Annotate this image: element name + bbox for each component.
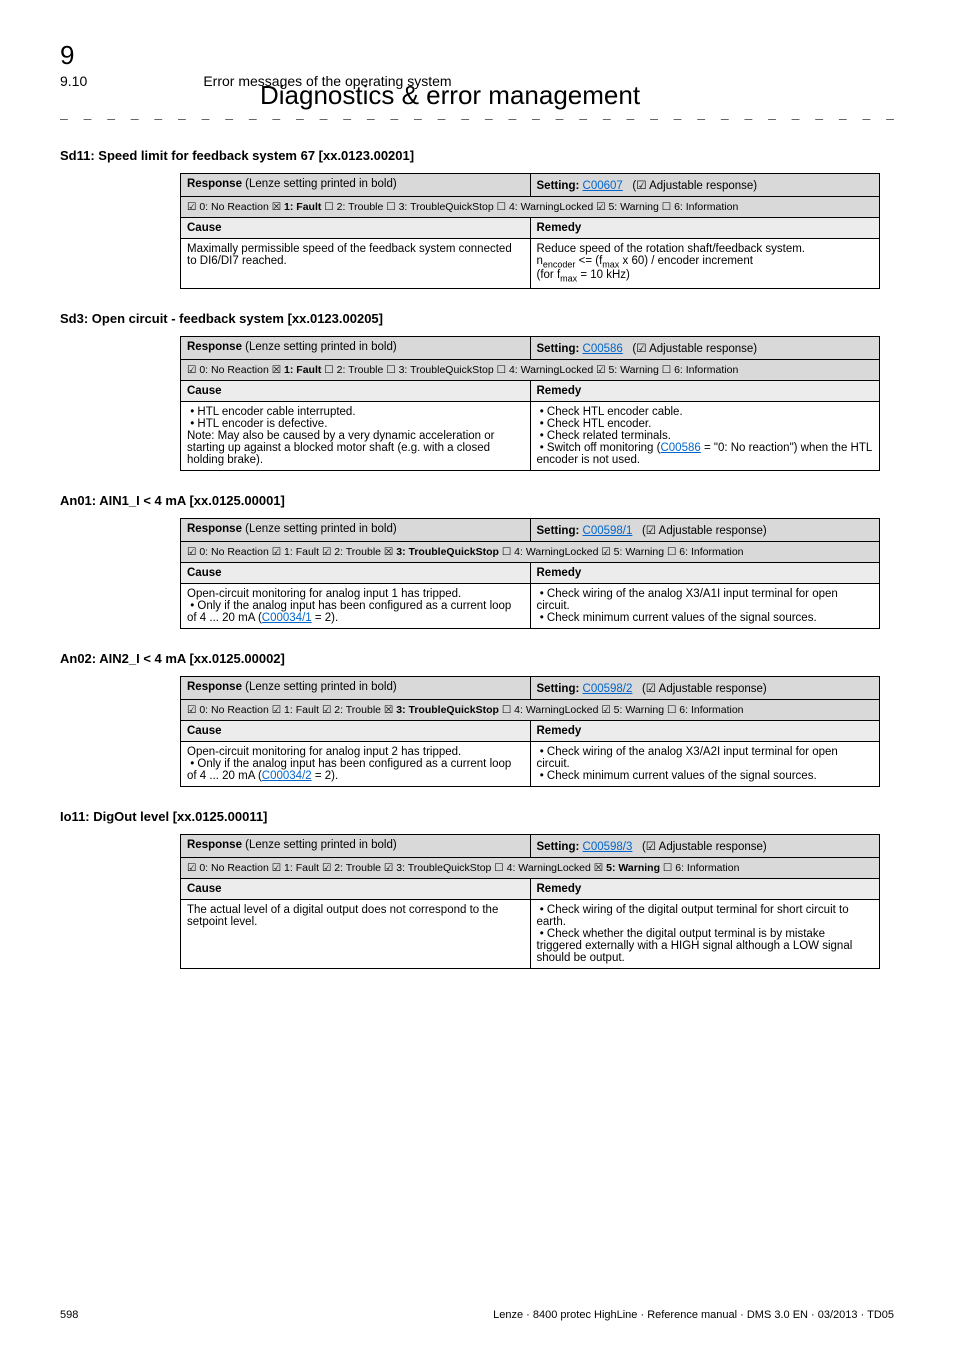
page-number: 598: [60, 1309, 78, 1321]
error-table: Response (Lenze setting printed in bold)…: [180, 336, 880, 471]
page-footer: 598 Lenze · 8400 protec HighLine · Refer…: [60, 1309, 894, 1321]
setting-code-link[interactable]: C00598/2: [583, 683, 633, 695]
page-header: 9 Diagnostics & error management 9.10 Er…: [60, 40, 894, 89]
error-table: Response (Lenze setting printed in bold)…: [180, 676, 880, 787]
entry-title: An02: AIN2_I < 4 mA [xx.0125.00002]: [60, 651, 894, 666]
error-table: Response (Lenze setting printed in bold)…: [180, 834, 880, 969]
chapter-number: 9: [60, 40, 894, 71]
section-number: 9.10: [60, 73, 200, 89]
error-table: Response (Lenze setting printed in bold)…: [180, 518, 880, 629]
setting-code-link[interactable]: C00598/1: [583, 525, 633, 537]
entry-title: An01: AIN1_I < 4 mA [xx.0125.00001]: [60, 493, 894, 508]
chapter-title: Diagnostics & error management: [260, 80, 640, 111]
setting-code-link[interactable]: C00586: [583, 343, 623, 355]
entry-title: Sd11: Speed limit for feedback system 67…: [60, 148, 894, 163]
error-table: Response (Lenze setting printed in bold)…: [180, 173, 880, 289]
setting-code-link[interactable]: C00598/3: [583, 841, 633, 853]
footer-text: Lenze · 8400 protec HighLine · Reference…: [493, 1309, 894, 1321]
entry-title: Sd3: Open circuit - feedback system [xx.…: [60, 311, 894, 326]
setting-code-link[interactable]: C00607: [583, 180, 623, 192]
entries-container: Sd11: Speed limit for feedback system 67…: [60, 148, 894, 969]
entry-title: Io11: DigOut level [xx.0125.00011]: [60, 809, 894, 824]
